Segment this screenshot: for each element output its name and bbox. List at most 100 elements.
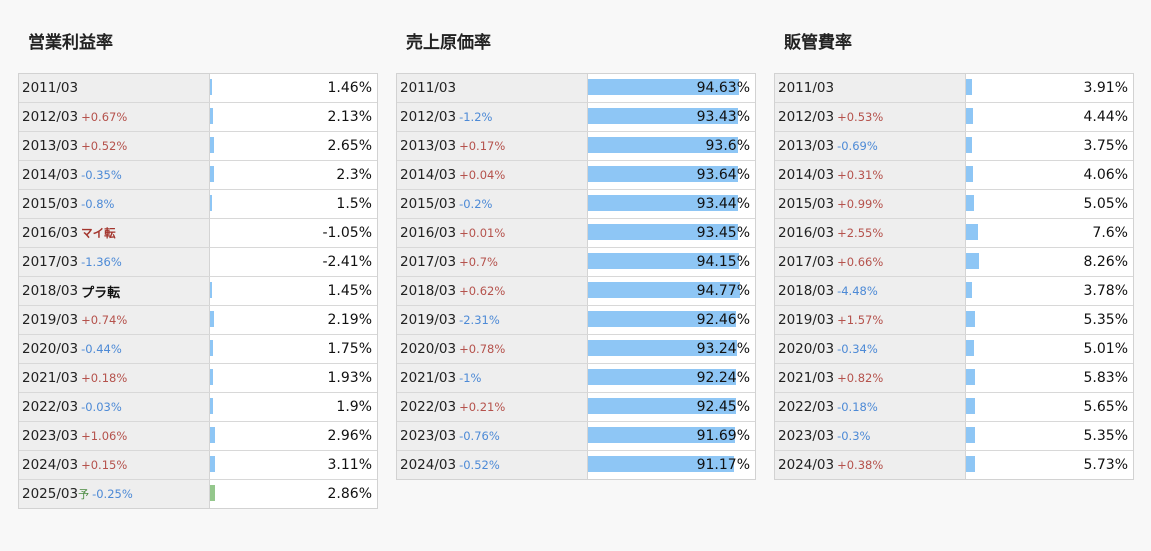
ratio-bar	[210, 166, 214, 182]
ratio-value: 1.45%	[327, 283, 372, 299]
table-row: 2020/03 +0.78% 93.24%	[397, 334, 755, 363]
fiscal-year: 2017/03	[778, 254, 835, 270]
operating-margin-title: 営業利益率	[28, 33, 113, 53]
table-row: 2020/03 -0.34% 5.01%	[775, 334, 1133, 363]
value-cell: 93.64%	[588, 161, 755, 189]
ratio-bar	[588, 108, 738, 124]
fiscal-year: 2020/03	[400, 341, 457, 357]
table-row: 2021/03 +0.82% 5.83%	[775, 363, 1133, 392]
ratio-bar	[588, 398, 736, 414]
change-indicator: +0.52%	[81, 139, 128, 153]
fiscal-year: 2018/03	[400, 283, 457, 299]
value-cell: 94.77%	[588, 277, 755, 305]
change-indicator: +0.62%	[459, 284, 506, 298]
ratio-value: 2.96%	[327, 428, 372, 444]
fiscal-year: 2022/03	[778, 399, 835, 415]
table-row: 2011/03 1.46%	[19, 74, 377, 102]
row-label: 2020/03 +0.78%	[397, 335, 588, 363]
fiscal-year: 2021/03	[778, 370, 835, 386]
change-indicator: -1.2%	[459, 110, 493, 124]
ratio-bar	[588, 137, 738, 153]
value-cell: 5.73%	[966, 451, 1133, 479]
ratio-bar	[966, 253, 980, 269]
fiscal-year: 2013/03	[400, 138, 457, 154]
row-label: 2022/03 -0.03%	[19, 393, 210, 421]
forecast-mark: 予	[78, 488, 90, 501]
change-indicator: +0.7%	[459, 255, 498, 269]
ratio-value: 93.45%	[696, 225, 750, 241]
ratio-value: 2.86%	[327, 486, 372, 502]
change-indicator: -1.36%	[81, 255, 122, 269]
value-cell: 4.06%	[966, 161, 1133, 189]
ratio-bar	[588, 195, 738, 211]
value-cell: 93.6%	[588, 132, 755, 160]
row-label: 2011/03	[19, 74, 210, 102]
table-row: 2017/03 +0.7% 94.15%	[397, 247, 755, 276]
fiscal-year: 2011/03	[778, 80, 835, 96]
value-cell: 93.24%	[588, 335, 755, 363]
value-cell: 2.13%	[210, 103, 377, 131]
row-label: 2018/03 +0.62%	[397, 277, 588, 305]
table-row: 2015/03 +0.99% 5.05%	[775, 189, 1133, 218]
table-row: 2011/03 94.63%	[397, 74, 755, 102]
table-row: 2019/03 +1.57% 5.35%	[775, 305, 1133, 334]
row-label: 2022/03 +0.21%	[397, 393, 588, 421]
table-row: 2022/03 -0.18% 5.65%	[775, 392, 1133, 421]
fiscal-year: 2016/03	[778, 225, 835, 241]
row-label: 2011/03	[397, 74, 588, 102]
ratio-value: 2.3%	[336, 167, 372, 183]
row-label: 2021/03 +0.82%	[775, 364, 966, 392]
value-cell: 1.75%	[210, 335, 377, 363]
ratio-bar	[210, 137, 215, 153]
change-indicator: +0.78%	[459, 342, 506, 356]
ratio-bar	[966, 224, 979, 240]
table-row: 2023/03 +1.06% 2.96%	[19, 421, 377, 450]
fiscal-year: 2012/03	[778, 109, 835, 125]
forecast-ratio-bar	[210, 485, 215, 501]
ratio-bar	[588, 427, 735, 443]
table-row: 2011/03 3.91%	[775, 74, 1133, 102]
ratio-bar	[966, 137, 972, 153]
row-label: 2024/03 -0.52%	[397, 451, 588, 479]
change-indicator: +0.66%	[837, 255, 884, 269]
fiscal-year: 2018/03	[22, 283, 79, 299]
value-cell: 93.43%	[588, 103, 755, 131]
ratio-bar	[966, 166, 973, 182]
table-row: 2015/03 -0.8% 1.5%	[19, 189, 377, 218]
ratio-value: 93.44%	[696, 196, 750, 212]
ratio-bar	[210, 427, 215, 443]
value-cell: 3.75%	[966, 132, 1133, 160]
ratio-value: 2.65%	[327, 138, 372, 154]
fiscal-year: 2020/03	[22, 341, 79, 357]
table-row: 2012/03 -1.2% 93.43%	[397, 102, 755, 131]
change-indicator: プラ転	[81, 285, 121, 301]
fiscal-year: 2023/03	[400, 428, 457, 444]
ratio-value: 91.17%	[696, 457, 750, 473]
fiscal-year: 2024/03	[22, 457, 79, 473]
table-row: 2022/03 -0.03% 1.9%	[19, 392, 377, 421]
value-cell: 92.45%	[588, 393, 755, 421]
fiscal-year: 2012/03	[400, 109, 457, 125]
ratio-value: 8.26%	[1083, 254, 1128, 270]
table-row: 2019/03 -2.31% 92.46%	[397, 305, 755, 334]
row-label: 2015/03 -0.8%	[19, 190, 210, 218]
ratio-bar	[210, 311, 214, 327]
ratio-value: -1.05%	[322, 225, 372, 241]
fiscal-year: 2011/03	[22, 80, 79, 96]
ratio-value: 94.15%	[696, 254, 750, 270]
value-cell: 5.01%	[966, 335, 1133, 363]
ratio-value: 3.75%	[1083, 138, 1128, 154]
fiscal-year: 2011/03	[400, 80, 457, 96]
ratio-value: 7.6%	[1092, 225, 1128, 241]
ratio-value: 1.9%	[336, 399, 372, 415]
table-row: 2017/03 -1.36% -2.41%	[19, 247, 377, 276]
value-cell: 91.69%	[588, 422, 755, 450]
value-cell: 94.63%	[588, 74, 755, 102]
ratio-value: 5.01%	[1083, 341, 1128, 357]
table-row: 2024/03 +0.15% 3.11%	[19, 450, 377, 479]
table-row: 2025/03 予 -0.25% 2.86%	[19, 479, 377, 508]
fiscal-year: 2012/03	[22, 109, 79, 125]
fiscal-year: 2022/03	[400, 399, 457, 415]
table-row: 2021/03 -1% 92.24%	[397, 363, 755, 392]
change-indicator: -4.48%	[837, 284, 878, 298]
